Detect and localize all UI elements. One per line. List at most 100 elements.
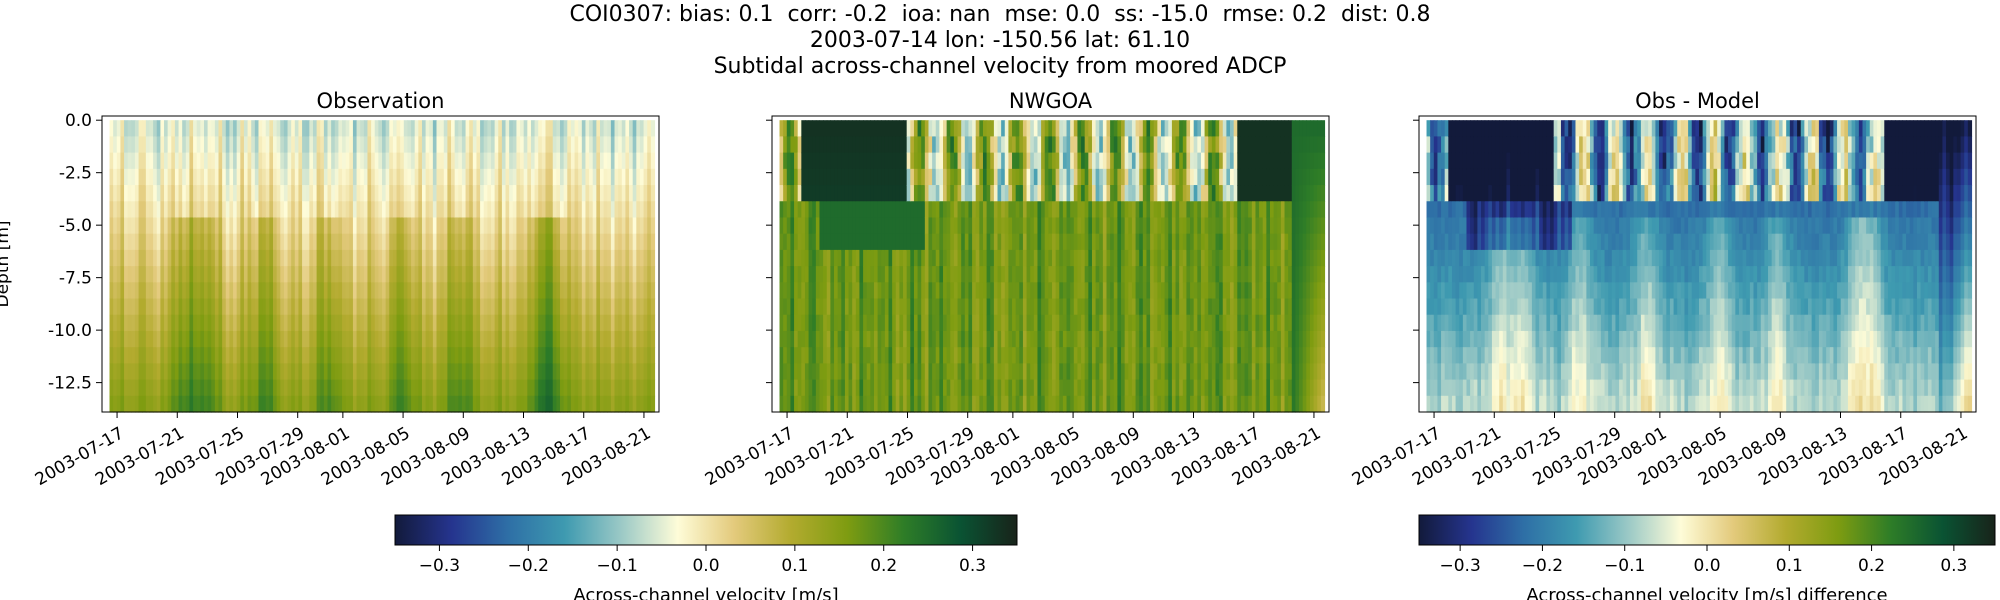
heatmap-cell xyxy=(174,363,180,381)
heatmap-cell xyxy=(982,282,988,300)
heatmap-cell xyxy=(997,201,1002,219)
heatmap-cell xyxy=(160,330,165,348)
heatmap-cell xyxy=(494,282,499,300)
heatmap-cell xyxy=(233,379,238,397)
heatmap-cell xyxy=(374,233,379,251)
heatmap-cell xyxy=(804,168,810,186)
heatmap-cell xyxy=(363,363,369,381)
heatmap-cell xyxy=(556,201,561,219)
heatmap-cell xyxy=(844,298,850,316)
heatmap-cell xyxy=(953,249,959,267)
heatmap-cell xyxy=(1099,120,1104,138)
heatmap-cell xyxy=(1102,136,1108,154)
heatmap-cell xyxy=(254,330,260,348)
heatmap-cell xyxy=(1128,314,1133,332)
heatmap-cell xyxy=(167,201,172,219)
heatmap-cell xyxy=(603,363,608,381)
heatmap-cell xyxy=(1131,379,1137,397)
heatmap-cell xyxy=(178,330,183,348)
heatmap-cell xyxy=(1033,298,1039,316)
heatmap-cell xyxy=(870,330,875,348)
heatmap-cell xyxy=(643,136,648,154)
heatmap-cell xyxy=(174,136,180,154)
heatmap-cell xyxy=(189,266,194,283)
heatmap-cell xyxy=(804,330,810,348)
heatmap-cell xyxy=(961,201,966,219)
heatmap-cell xyxy=(581,298,587,316)
heatmap-cell xyxy=(589,217,594,235)
heatmap-cell xyxy=(185,330,191,348)
heatmap-cell xyxy=(939,266,944,283)
heatmap-cell xyxy=(574,120,579,138)
heatmap-cell xyxy=(520,152,525,170)
heatmap-cell xyxy=(917,266,922,283)
heatmap-cell xyxy=(331,314,336,332)
heatmap-cell xyxy=(218,217,223,235)
heatmap-cell xyxy=(523,330,528,348)
heatmap-cell xyxy=(178,136,183,154)
heatmap-cell xyxy=(174,266,180,283)
heatmap-cell xyxy=(1041,185,1046,202)
heatmap-cell xyxy=(979,136,984,154)
heatmap-cell xyxy=(392,347,398,364)
heatmap-cell xyxy=(614,266,619,283)
heatmap-cell xyxy=(494,266,499,283)
heatmap-cell xyxy=(1161,233,1166,251)
heatmap-cell xyxy=(203,347,209,364)
heatmap-cell xyxy=(639,314,645,332)
heatmap-cell xyxy=(592,298,597,316)
heatmap-cell xyxy=(549,298,554,316)
heatmap-cell xyxy=(581,201,587,219)
heatmap-cell xyxy=(1164,233,1169,251)
heatmap-cell xyxy=(1190,168,1195,186)
heatmap-cell xyxy=(262,249,267,267)
heatmap-cell xyxy=(403,330,409,348)
heatmap-cell xyxy=(233,185,238,202)
heatmap-cell xyxy=(1052,249,1057,267)
heatmap-cell xyxy=(378,282,383,300)
heatmap-cell xyxy=(276,201,281,219)
heatmap-cell xyxy=(812,330,817,348)
heatmap-cell xyxy=(997,185,1002,202)
heatmap-cell xyxy=(870,347,875,364)
heatmap-cell xyxy=(1062,395,1068,413)
heatmap-cell xyxy=(859,168,864,186)
heatmap-cell xyxy=(345,185,350,202)
heatmap-cell xyxy=(443,330,448,348)
heatmap-cell xyxy=(1001,363,1006,381)
heatmap-cell xyxy=(207,185,212,202)
heatmap-cell xyxy=(189,298,194,316)
heatmap-cell xyxy=(1113,363,1118,381)
heatmap-cell xyxy=(516,152,521,170)
heatmap-cell xyxy=(1200,136,1206,154)
heatmap-cell xyxy=(113,298,118,316)
heatmap-cell xyxy=(968,395,973,413)
heatmap-cell xyxy=(567,168,572,186)
heatmap-cell xyxy=(596,233,601,251)
heatmap-cell xyxy=(472,298,478,316)
heatmap-cell xyxy=(815,185,821,202)
heatmap-cell xyxy=(801,379,806,397)
heatmap-cell xyxy=(541,185,547,202)
heatmap-cell xyxy=(1015,379,1020,397)
heatmap-cell xyxy=(1124,233,1129,251)
heatmap-cell xyxy=(342,249,347,267)
heatmap-cell xyxy=(371,168,376,186)
heatmap-cell xyxy=(614,330,619,348)
heatmap-cell xyxy=(1015,217,1020,235)
heatmap-cell xyxy=(1066,298,1071,316)
heatmap-cell xyxy=(465,233,470,251)
heatmap-cell xyxy=(1164,282,1169,300)
heatmap-cell xyxy=(1121,120,1126,138)
heatmap-cell xyxy=(892,152,897,170)
heatmap-cell xyxy=(823,395,828,413)
heatmap-cell xyxy=(338,379,343,397)
heatmap-cell xyxy=(1131,347,1137,364)
heatmap-cell xyxy=(487,168,492,186)
heatmap-cell xyxy=(629,233,634,251)
heatmap-cell xyxy=(392,330,398,348)
heatmap-cell xyxy=(903,152,908,170)
heatmap-cell xyxy=(222,185,227,202)
heatmap-cell xyxy=(414,185,419,202)
heatmap-cell xyxy=(1073,347,1079,364)
